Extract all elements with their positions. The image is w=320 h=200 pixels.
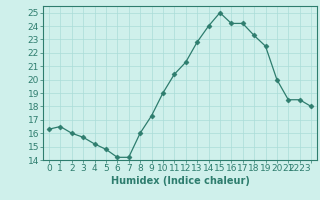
- X-axis label: Humidex (Indice chaleur): Humidex (Indice chaleur): [111, 176, 249, 186]
